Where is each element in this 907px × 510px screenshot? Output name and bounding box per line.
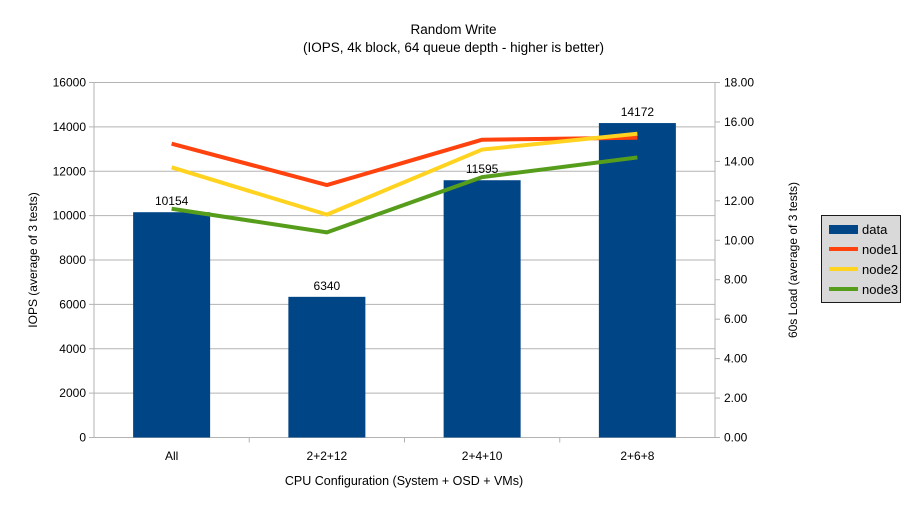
- legend-label: node2: [862, 261, 899, 277]
- series-line-node1: [171, 135, 638, 188]
- bar-value-label: 10154: [155, 194, 189, 208]
- left-axis-title: IOPS (average of 3 tests): [26, 192, 40, 328]
- right-axis-tick-label: 2.00: [724, 391, 748, 405]
- bar: [598, 123, 676, 438]
- legend-label: node3: [862, 281, 899, 297]
- right-axis-tick-label: 10.00: [724, 233, 754, 247]
- left-axis-tick-label: 4000: [59, 342, 86, 356]
- legend-item-data: data: [829, 219, 896, 239]
- right-axis-tick-label: 6.00: [724, 312, 748, 326]
- chart-title-block: Random Write (IOPS, 4k block, 64 queue d…: [0, 21, 907, 57]
- legend-label: data: [862, 221, 888, 237]
- legend-item-node1: node1: [829, 239, 899, 259]
- category-label: 2+4+10: [462, 449, 503, 463]
- right-axis-tick-label: 18.00: [724, 76, 754, 90]
- left-axis-tick-label: 2000: [59, 386, 86, 400]
- left-axis-tick-label: 12000: [53, 164, 87, 178]
- legend-swatch-node2: [829, 267, 858, 271]
- bar: [443, 180, 521, 438]
- bar-value-label: 11595: [466, 162, 499, 176]
- category-label: 2+6+8: [620, 449, 654, 463]
- legend-swatch-node3: [829, 287, 858, 291]
- right-axis-title: 60s Load (average of 3 tests): [786, 181, 800, 339]
- chart-title: Random Write: [410, 22, 497, 37]
- legend-swatch-data: [829, 224, 858, 234]
- legend-label: node1: [862, 241, 899, 257]
- series-line-node3: [171, 155, 638, 235]
- right-axis-tick-label: 12.00: [724, 194, 754, 208]
- bar: [133, 212, 211, 438]
- legend: data node1 node2 node3: [821, 215, 901, 303]
- chart-subtitle: (IOPS, 4k block, 64 queue depth - higher…: [303, 40, 604, 55]
- left-axis-tick-label: 16000: [53, 76, 87, 90]
- legend-item-node3: node3: [829, 279, 899, 299]
- right-axis-tick-label: 4.00: [724, 352, 748, 366]
- left-axis-tick-label: 8000: [59, 253, 86, 267]
- left-axis-tick-label: 10000: [53, 209, 87, 223]
- right-axis-tick-label: 8.00: [724, 273, 748, 287]
- legend-swatch-node1: [829, 247, 858, 251]
- right-axis-tick-label: 14.00: [724, 154, 754, 168]
- left-axis-tick-label: 6000: [59, 297, 86, 311]
- series-line-node2: [171, 131, 638, 217]
- right-axis-tick-label: 16.00: [724, 115, 754, 129]
- right-axis-tick-label: 0.00: [724, 431, 748, 445]
- category-label: 2+2+12: [307, 449, 348, 463]
- x-axis-title: CPU Configuration (System + OSD + VMs): [284, 474, 524, 488]
- left-axis-tick-label: 14000: [53, 120, 87, 134]
- legend-item-node2: node2: [829, 259, 899, 279]
- bar: [288, 296, 366, 438]
- category-label: All: [165, 449, 178, 463]
- left-axis-tick-label: 0: [79, 431, 86, 445]
- bar-value-label: 6340: [314, 279, 341, 293]
- bar-value-label: 14172: [621, 105, 655, 119]
